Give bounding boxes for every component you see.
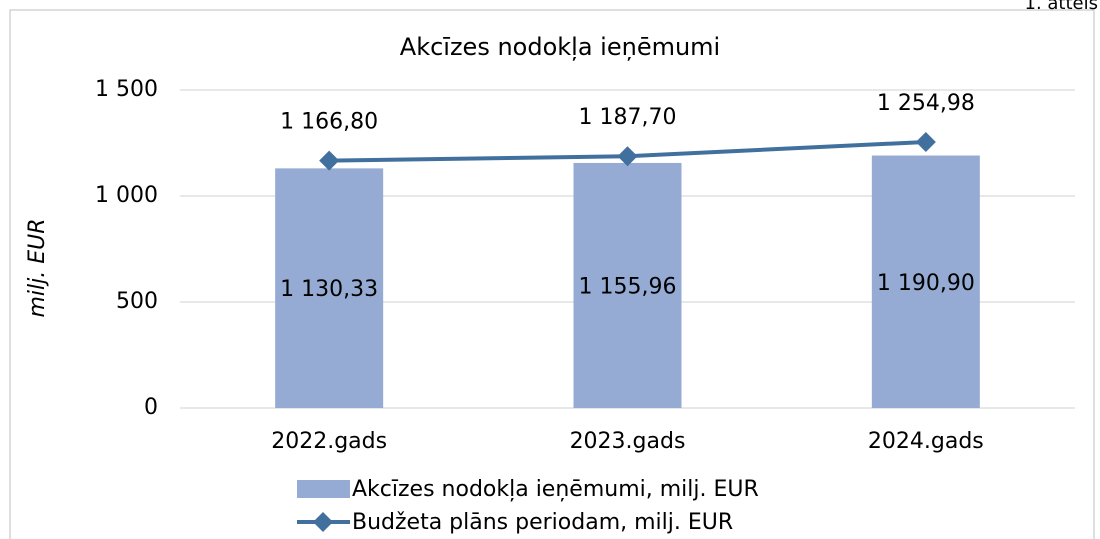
x-tick-label: 2022.gads — [271, 429, 387, 454]
line-marker — [915, 131, 936, 152]
bar-value-label: 1 190,90 — [877, 271, 975, 296]
y-axis-label: milj. EUR — [25, 218, 50, 317]
bar-value-label: 1 130,33 — [280, 277, 378, 302]
bar — [871, 155, 980, 408]
bar — [275, 168, 384, 408]
bar-value-label: 1 155,96 — [579, 274, 677, 299]
legend-label: Budžeta plāns periodam, milj. EUR — [352, 510, 733, 535]
line-value-label: 1 187,70 — [579, 105, 677, 130]
x-tick-label: 2024.gads — [868, 429, 984, 454]
line-value-label: 1 166,80 — [280, 110, 378, 135]
y-tick-label: 1 500 — [95, 77, 158, 102]
legend-swatch — [297, 480, 350, 498]
figure-label: 1. attēls — [1025, 0, 1099, 14]
legend-marker — [313, 512, 333, 532]
x-tick-label: 2023.gads — [570, 429, 686, 454]
bar — [573, 162, 682, 408]
chart-title: Akcīzes nodokļa ieņēmumi — [400, 33, 720, 61]
line-value-label: 1 254,98 — [877, 91, 975, 116]
legend-label: Akcīzes nodokļa ieņēmumi, milj. EUR — [352, 477, 759, 502]
line-marker — [617, 146, 638, 167]
y-tick-label: 500 — [116, 289, 158, 314]
y-tick-label: 0 — [144, 395, 158, 420]
y-tick-label: 1 000 — [95, 183, 158, 208]
line-marker — [319, 150, 340, 171]
